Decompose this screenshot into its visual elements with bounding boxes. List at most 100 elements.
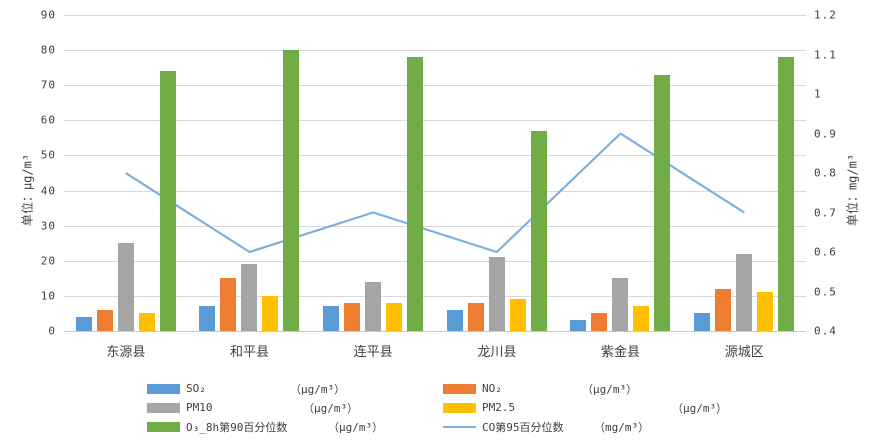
legend-unit: （μg/m³） xyxy=(328,420,384,434)
right-axis-tick: 1 xyxy=(814,87,822,101)
legend: SO₂ （μg/m³） NO₂ （μg/m³） PM10 （μg/m³） PM2.5 （μg/… xyxy=(147,379,727,436)
bar-series-3[interactable] xyxy=(633,306,650,331)
left-axis-tick: 30 xyxy=(40,219,56,233)
bar-series-3[interactable] xyxy=(509,299,526,331)
bar-series-4[interactable] xyxy=(283,50,300,331)
x-axis-label: 连平县 xyxy=(353,345,393,360)
legend-bar-swatch xyxy=(443,402,476,413)
bar-series-2[interactable] xyxy=(612,278,629,331)
gridline xyxy=(64,260,806,262)
bar-series-4[interactable] xyxy=(778,57,795,331)
legend-label: O₃_8h第90百分位数 xyxy=(186,420,288,434)
x-axis-labels: 东源县 和平县 连平县 龙川县 紫金县 源城区 xyxy=(64,341,806,360)
legend-unit: （mg/m³） xyxy=(594,420,650,434)
line-series-layer xyxy=(125,132,745,254)
gridline xyxy=(64,15,806,16)
bar-series-3[interactable] xyxy=(262,295,279,331)
bar-series-1[interactable] xyxy=(715,288,732,331)
bar-series-1[interactable] xyxy=(96,309,113,331)
bar-series-1[interactable] xyxy=(344,302,361,331)
left-axis-tick: 10 xyxy=(40,289,56,303)
bar-series-4[interactable] xyxy=(530,130,547,331)
left-axis-tick: 0 xyxy=(48,324,56,338)
bar-cluster xyxy=(682,15,806,331)
right-axis-tick: 0.6 xyxy=(814,245,837,259)
legend-label: PM2.5 xyxy=(482,401,516,414)
bar-series-4[interactable] xyxy=(654,74,671,331)
right-axis-tick: 0.4 xyxy=(814,324,837,338)
bar-series-2[interactable] xyxy=(117,243,134,331)
bar-series-2[interactable] xyxy=(736,253,753,331)
left-axis-tick: 90 xyxy=(40,8,56,22)
legend-bar-swatch xyxy=(147,421,180,432)
legend-item[interactable]: SO₂ （μg/m³） xyxy=(147,379,443,398)
plot-area[interactable] xyxy=(64,15,806,332)
legend-unit: （μg/m³） xyxy=(290,382,346,396)
bar-series-2[interactable] xyxy=(365,281,382,331)
right-axis-tick: 0.7 xyxy=(814,206,837,219)
legend-unit: （μg/m³） xyxy=(582,382,638,396)
gridline xyxy=(64,295,806,297)
left-axis-tick: 20 xyxy=(40,254,56,268)
legend-item[interactable]: NO₂ （μg/m³） xyxy=(443,379,727,398)
bar-series-0[interactable] xyxy=(694,313,711,331)
legend-label: PM10 xyxy=(186,401,213,414)
bar-series-2[interactable] xyxy=(241,264,258,331)
x-axis-label: 紫金县 xyxy=(601,345,641,360)
bar-series-1[interactable] xyxy=(220,278,237,331)
bar-series-1[interactable] xyxy=(467,302,484,331)
right-axis-tick: 1.2 xyxy=(814,8,837,22)
left-axis-tick: 60 xyxy=(40,113,56,127)
right-axis-tick: 0.9 xyxy=(814,127,837,140)
legend-bar-swatch xyxy=(147,402,180,413)
gridline xyxy=(64,225,806,227)
bar-cluster xyxy=(311,15,435,331)
x-axis-label: 东源县 xyxy=(106,345,146,360)
legend-bar-swatch xyxy=(147,383,180,394)
legend-unit: （μg/m³） xyxy=(303,401,359,415)
bar-cluster xyxy=(559,15,683,331)
legend-unit: （μg/m³） xyxy=(672,401,728,415)
left-axis-tick: 80 xyxy=(40,43,56,57)
bar-series-4[interactable] xyxy=(159,71,176,331)
line-series[interactable] xyxy=(125,132,745,254)
x-axis-label: 和平县 xyxy=(230,345,270,360)
legend-line-swatch xyxy=(443,425,476,428)
bar-series-3[interactable] xyxy=(138,313,155,331)
left-axis-tick: 70 xyxy=(40,78,56,92)
x-axis-label: 源城区 xyxy=(724,345,764,360)
bar-series-4[interactable] xyxy=(407,57,424,331)
legend-item[interactable]: PM2.5 （μg/m³） xyxy=(443,398,727,417)
bar-cluster xyxy=(188,15,312,331)
right-axis-tick: 0.8 xyxy=(814,166,837,180)
right-axis-tick: 0.5 xyxy=(814,285,837,298)
left-axis-tick: 50 xyxy=(40,148,56,162)
bar-series-0[interactable] xyxy=(323,306,340,331)
gridline xyxy=(64,50,806,52)
bar-series-0[interactable] xyxy=(75,316,92,331)
bar-series-0[interactable] xyxy=(570,320,587,331)
right-axis-tick: 1.1 xyxy=(814,48,837,61)
bar-series-1[interactable] xyxy=(591,313,608,331)
legend-item[interactable]: PM10 （μg/m³） xyxy=(147,398,443,417)
bar-series-3[interactable] xyxy=(386,302,403,331)
gridline xyxy=(64,120,806,122)
left-axis-tick: 40 xyxy=(40,184,56,198)
legend-label: NO₂ xyxy=(482,382,502,395)
gridline xyxy=(64,190,806,192)
legend-label: SO₂ xyxy=(186,382,206,395)
legend-item[interactable]: O₃_8h第90百分位数 （μg/m³） xyxy=(147,417,443,436)
legend-label: CO第95百分位数 xyxy=(482,420,564,434)
legend-item[interactable]: CO第95百分位数 （mg/m³） xyxy=(443,417,727,436)
legend-bar-swatch xyxy=(443,383,476,394)
bar-series-0[interactable] xyxy=(446,309,463,331)
bar-series-3[interactable] xyxy=(757,292,774,331)
bar-series-0[interactable] xyxy=(199,306,216,331)
x-axis-label: 龙川县 xyxy=(477,345,517,360)
gridline xyxy=(64,331,806,332)
bar-cluster xyxy=(435,15,559,331)
bar-cluster xyxy=(64,15,188,331)
bar-series-2[interactable] xyxy=(488,257,505,331)
gridline xyxy=(64,155,806,157)
